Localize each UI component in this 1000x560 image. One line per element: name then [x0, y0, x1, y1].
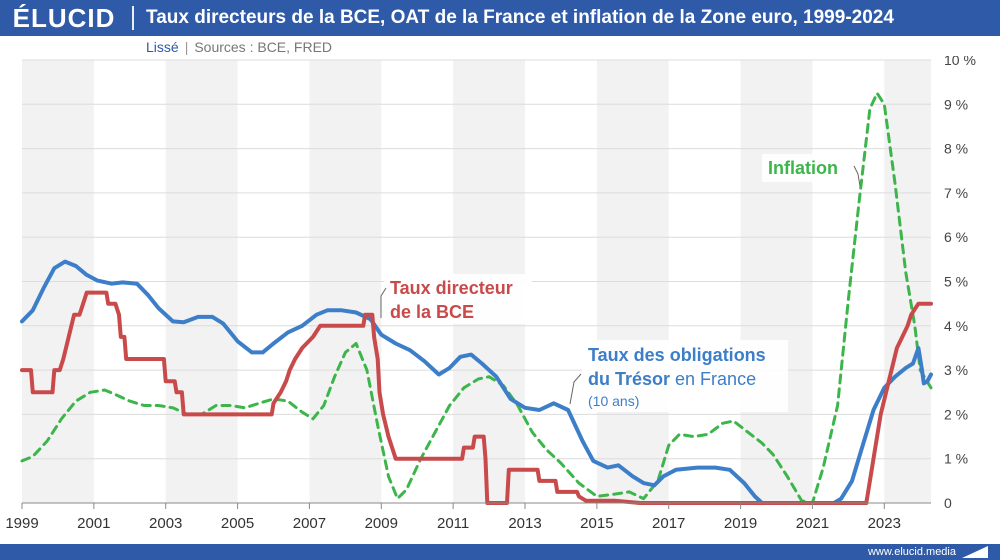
- x-tick-label: 1999: [5, 515, 38, 532]
- x-tick-label: 2003: [149, 515, 182, 532]
- y-tick-label: 0: [944, 495, 952, 511]
- x-tick-label: 2023: [868, 515, 901, 532]
- x-tick-label: 2017: [652, 515, 685, 532]
- oat-label-bg: [582, 340, 788, 412]
- logo-divider: [132, 6, 134, 30]
- x-tick-label: 2011: [437, 515, 469, 532]
- x-tick-label: 2015: [580, 515, 613, 532]
- oat-10y-line: [20, 259, 933, 505]
- line-chart: 10 % 9 % 8 % 7 % 6 % 5 % 4 % 3 % 2 % 1 % 0 1999 2001…: [5, 56, 976, 532]
- y-tick-label: 9 %: [944, 96, 968, 112]
- sources-label: Sources : BCE, FRED: [194, 39, 333, 55]
- chart-subtitle: Lissé | Sources : BCE, FRED: [146, 38, 332, 56]
- x-tick-label: 2005: [221, 515, 254, 532]
- smoothing-label: Lissé: [146, 39, 179, 55]
- y-tick-label: 2 %: [944, 406, 968, 422]
- y-tick-label: 10 %: [944, 56, 976, 68]
- series-lines: [20, 91, 933, 505]
- oat-label-line3: (10 ans): [588, 393, 639, 409]
- y-tick-label: 3 %: [944, 362, 968, 378]
- y-tick-label: 1 %: [944, 451, 968, 467]
- bce-label-line2: de la BCE: [390, 302, 474, 322]
- y-tick-label: 4 %: [944, 318, 968, 334]
- bce-rate-line: [20, 290, 933, 505]
- x-tick-label: 2021: [796, 515, 829, 532]
- x-tick-label: 2001: [77, 515, 110, 532]
- elucid-logo: ÉLUCID: [12, 3, 116, 33]
- header-bar: ÉLUCID Taux directeurs de la BCE, OAT de…: [0, 0, 1000, 36]
- oat-label-line2: du Trésor en France: [588, 369, 756, 389]
- y-tick-label: 8 %: [944, 141, 968, 157]
- x-tick-label: 2013: [508, 515, 541, 532]
- footer-url: www.elucid.media: [867, 546, 956, 558]
- oat-label-line1: Taux des obligations: [588, 345, 766, 365]
- x-tick-label: 2007: [293, 515, 326, 532]
- bce-leader-line: [380, 287, 387, 318]
- axes: 10 % 9 % 8 % 7 % 6 % 5 % 4 % 3 % 2 % 1 % 0 1999 2001…: [5, 56, 976, 532]
- x-tick-label: 2019: [724, 515, 757, 532]
- bce-label-line1: Taux directeur: [390, 278, 513, 298]
- x-tick-label: 2009: [365, 515, 398, 532]
- elucid-mark-icon: [962, 546, 988, 558]
- chart-title: Taux directeurs de la BCE, OAT de la Fra…: [146, 7, 894, 28]
- inflation-label-bg: [762, 154, 850, 182]
- inflation-label: Inflation: [768, 158, 838, 178]
- footer-bar: www.elucid.media: [0, 544, 1000, 560]
- bce-label-bg: [384, 274, 532, 324]
- series-annotations: Taux directeur de la BCE Taux des obligati…: [380, 154, 861, 412]
- y-tick-label: 5 %: [944, 274, 968, 290]
- subtitle-separator: |: [184, 39, 189, 55]
- y-tick-label: 7 %: [944, 185, 968, 201]
- oat-leader-line: [569, 373, 582, 405]
- inflation-leader-line: [853, 165, 861, 187]
- y-tick-label: 6 %: [944, 229, 968, 245]
